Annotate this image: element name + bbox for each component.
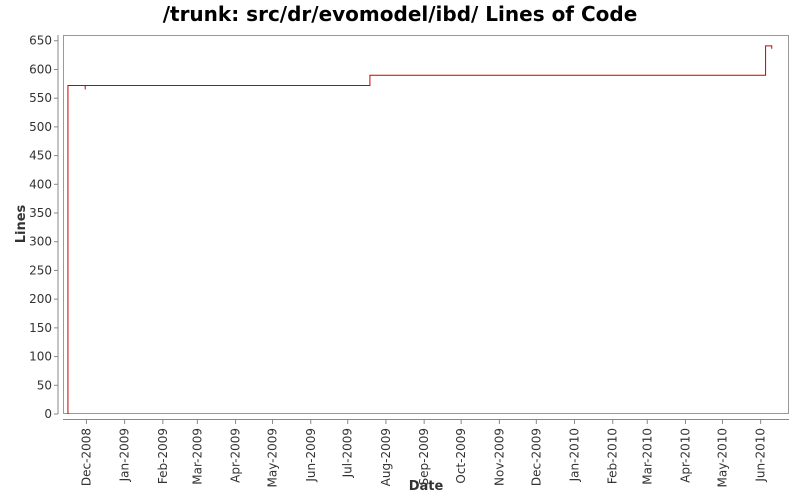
y-tick-label: 550 [29, 91, 52, 105]
y-axis-ticks: 0 50 100 150 200 250 300 350 400 450 500 550 600 650 [29, 34, 58, 421]
x-axis-ticks: Dec-2008 Jan-2009 Feb-2009 Mar-2009 Apr-2009… [79, 419, 768, 487]
y-tick-label: 600 [29, 62, 52, 76]
y-tick-label: 100 [29, 350, 52, 364]
y-tick-label: 500 [29, 120, 52, 134]
x-tick-label: Jan-2010 [568, 428, 582, 482]
chart-title: /trunk: src/dr/evomodel/ibd/ Lines of Co… [162, 2, 638, 26]
y-tick-label: 200 [29, 292, 52, 306]
x-tick-label: Oct-2009 [454, 428, 468, 484]
x-tick-label: Jan-2009 [118, 428, 132, 482]
x-tick-label: Apr-2009 [229, 428, 243, 483]
x-tick-label: May-2009 [266, 428, 280, 487]
x-tick-label: Mar-2009 [190, 428, 204, 485]
x-axis-title: Date [409, 479, 444, 494]
x-tick-label: Jun-2009 [304, 428, 318, 483]
y-tick-label: 150 [29, 321, 52, 335]
y-tick-label: 400 [29, 177, 52, 191]
x-tick-label: Feb-2009 [156, 428, 170, 484]
y-tick-label: 300 [29, 235, 52, 249]
x-tick-label: Nov-2009 [492, 428, 506, 486]
x-tick-label: Dec-2009 [529, 428, 543, 486]
y-tick-label: 0 [44, 407, 52, 421]
x-tick-label: Dec-2008 [79, 428, 93, 486]
y-tick-label: 50 [37, 378, 52, 392]
y-tick-label: 650 [29, 34, 52, 48]
x-tick-label: Sep-2009 [417, 428, 431, 486]
x-tick-label: Apr-2010 [678, 428, 692, 483]
y-axis-title: Lines [14, 204, 29, 243]
y-tick-label: 350 [29, 206, 52, 220]
y-tick-label: 450 [29, 149, 52, 163]
plot-background [63, 35, 789, 414]
series-layer [67, 45, 773, 414]
x-tick-label: Jul-2009 [341, 428, 355, 478]
plot-frame [63, 35, 789, 414]
x-tick-label: Aug-2009 [379, 428, 393, 486]
y-tick-label: 250 [29, 263, 52, 277]
x-tick-label: Feb-2010 [606, 428, 620, 484]
x-tick-label: Jun-2010 [754, 428, 768, 483]
x-tick-label: May-2010 [715, 428, 729, 487]
series-line-0 [67, 45, 773, 414]
x-tick-label: Mar-2010 [640, 428, 654, 485]
